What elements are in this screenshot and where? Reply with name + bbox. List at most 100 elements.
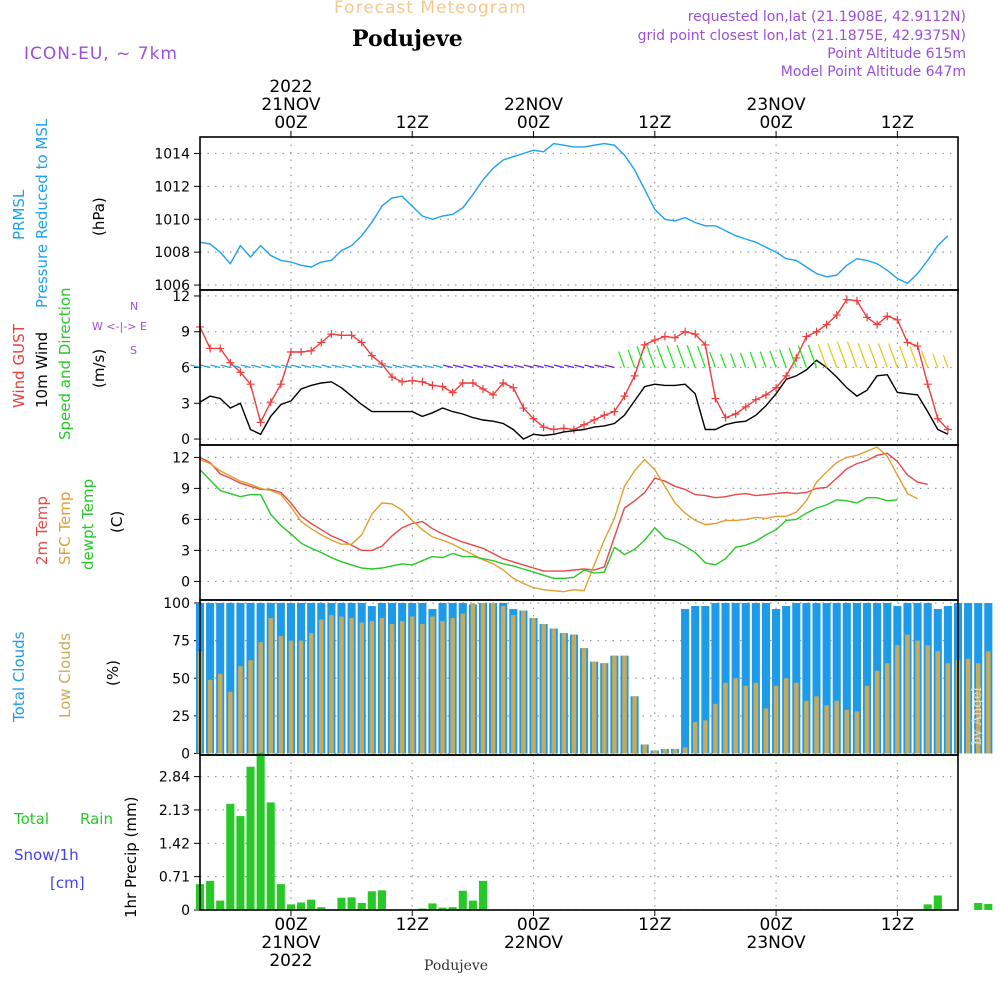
low-cloud-bar [440,621,445,754]
low-cloud-bar [824,705,829,754]
low-cloud-bar [217,673,223,754]
wind-direction-arrow [250,364,261,369]
low-cloud-bar [733,678,738,754]
gust-marker [731,410,740,418]
low-cloud-bar [753,682,759,754]
time-label-bottom: 00Z [517,915,550,935]
gust-marker [347,331,356,340]
gust-marker [671,333,680,342]
wind-direction-arrow [422,364,433,369]
gust-marker [883,312,892,321]
total-cloud-bar [711,603,720,754]
gust-marker [539,423,548,432]
wind-direction-arrow [877,343,888,368]
precip-bar [206,880,215,910]
wind-direction-arrow [749,351,757,368]
wind-direction-arrow [920,350,929,368]
total-cloud-bar [802,603,811,754]
precip-bar [974,902,983,910]
gust-marker [620,392,629,401]
low-cloud-bar [783,678,789,754]
low-cloud-bar [915,640,920,754]
gust-marker [489,390,498,399]
wind-direction-arrow [594,364,605,369]
gust-marker [276,380,285,389]
low-cloud-bar [703,720,708,754]
gust-marker [711,394,720,403]
gust-marker [327,330,336,339]
gust-marker [377,359,386,368]
low-cloud-bar [895,645,900,754]
gust-marker [590,415,599,424]
precip-total-label: Total [14,810,50,828]
wind-tick-label: 0 [181,432,190,448]
wind-direction-arrow [533,364,544,369]
gust-marker [206,344,215,353]
low-cloud-bar [773,685,779,754]
wind-direction-arrow [686,344,696,368]
wind-direction-arrow [720,353,727,368]
gust-marker [580,420,589,429]
total-cloud-bar [226,603,235,754]
wind-direction-arrow [730,353,737,368]
precip-bar [317,907,326,910]
wind-direction-arrow [483,364,494,369]
wind-direction-arrow [200,364,211,369]
gust-marker [256,418,265,427]
wind-direction-arrow [627,349,636,368]
low-cloud-bar [743,685,748,754]
low-cloud-bar [541,624,546,754]
wind-direction-arrow [636,346,646,368]
gust-marker [600,411,609,420]
gust-marker [337,331,346,340]
wind-direction-arrow [230,364,241,369]
low-cloud-bar [339,616,344,754]
low-cloud-bar [925,645,930,754]
temperature-tick-label: 12 [172,450,190,466]
gust-marker [701,340,710,349]
low-cloud-bar [248,660,253,754]
wind-direction-arrow [807,344,818,368]
gust-marker [458,379,467,387]
precip-bar [226,803,235,910]
model-altitude: Model Point Altitude 647m [780,64,966,80]
low-cloud-bar [420,624,425,754]
total-cloud-bar [761,603,771,754]
low-cloud-bar [379,618,385,754]
precip-tick-label: 0 [181,903,190,919]
wind-direction-arrow [190,364,201,369]
low-cloud-bar [521,610,526,754]
low-cloud-bar [389,624,395,754]
low-cloud-bar [490,603,496,754]
gust-marker [761,390,770,399]
pressure-series-0 [199,142,949,285]
wind-10m-label: 10m Wind [33,331,51,408]
time-label-bottom: 12Z [396,915,429,935]
gust-marker [357,338,366,347]
precip-bar [367,891,376,910]
wind-direction-arrow [836,341,848,368]
wind-direction-arrow [797,345,807,368]
low-cloud-bar [450,618,455,754]
pressure-tick-label: 1010 [154,212,190,228]
gust-marker [751,395,760,404]
precip-tick-label: 1.42 [159,836,190,852]
pressure-tick-label: 1006 [154,278,190,294]
point-altitude: Point Altitude 615m [827,46,966,62]
credit-watermark: by Angel [970,687,985,745]
time-label-bottom: 22NOV [504,933,563,953]
low-cloud-bar [652,750,658,754]
precip-frame [199,754,959,911]
gust-marker [681,327,690,336]
low-cloud-bar [571,634,577,754]
gust-marker [226,358,235,367]
temperature-tick-label: 6 [181,512,190,528]
gust-marker [266,398,275,407]
low-cloud-bar [591,661,597,754]
temperature-tick-label: 0 [181,574,190,590]
gust-marker [367,351,376,360]
panel-temperature [194,444,959,601]
low-cloud-bar [258,642,263,754]
low-cloud-bar [511,615,516,754]
clouds-tick-label: 50 [172,671,190,687]
